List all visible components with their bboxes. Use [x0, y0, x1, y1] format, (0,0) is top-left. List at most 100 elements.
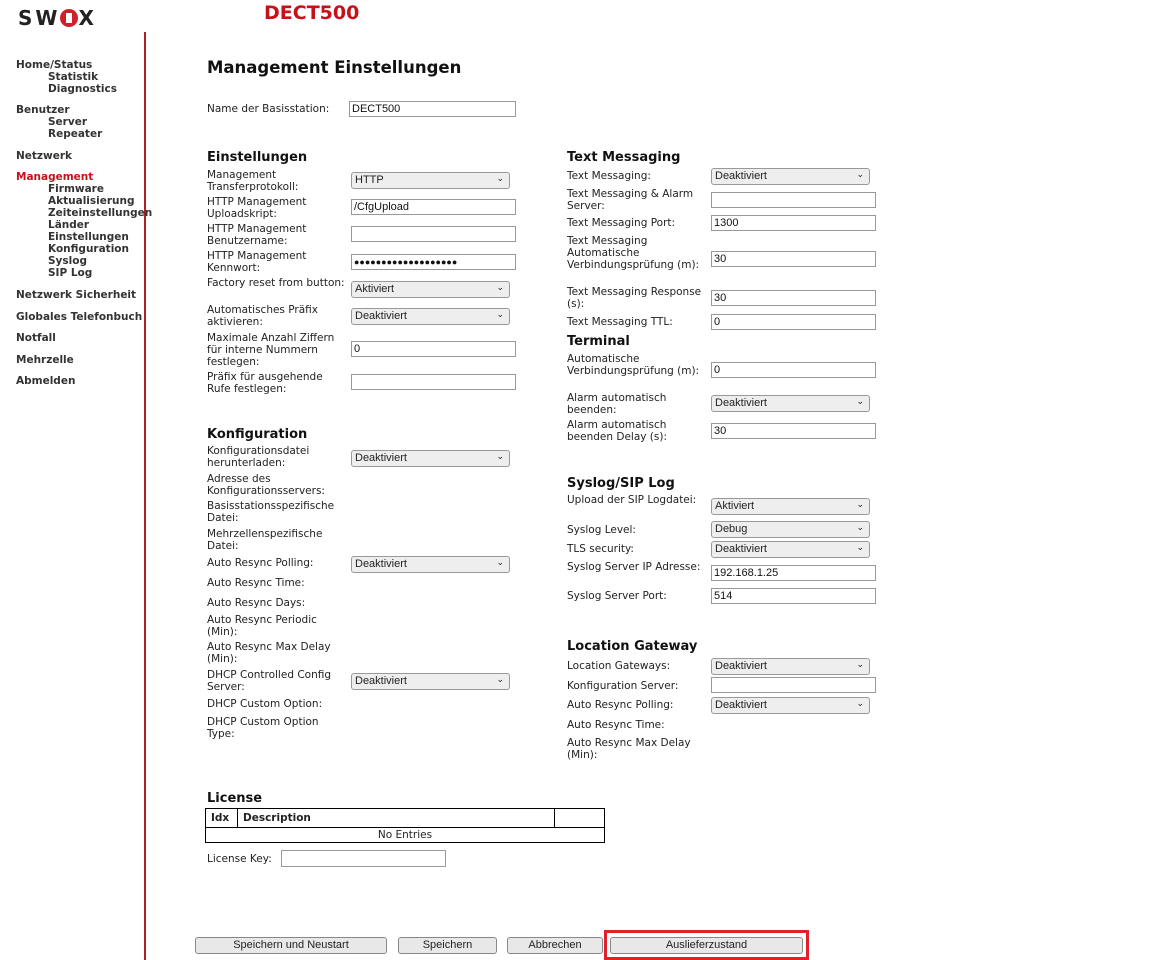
select-value: Deaktiviert — [715, 660, 767, 672]
field-input[interactable]: 0 — [711, 362, 876, 378]
field-select[interactable]: Aktiviert ⌄ — [711, 498, 870, 515]
sidebar-item-mehrzelle[interactable]: Mehrzelle — [16, 354, 74, 366]
field-input[interactable] — [711, 677, 876, 693]
field-label: Basisstationsspezifische Datei: — [207, 500, 335, 524]
field-label: Präfix für ausgehende Rufe festlegen: — [207, 371, 323, 395]
field-select[interactable]: Deaktiviert ⌄ — [711, 658, 870, 675]
field-input[interactable] — [351, 374, 516, 390]
field-label: Auto Resync Days: — [207, 597, 306, 609]
field-select[interactable]: HTTP ⌄ — [351, 172, 510, 189]
select-value: HTTP — [355, 174, 384, 186]
field-input[interactable]: 30 — [711, 290, 876, 306]
select-value: Deaktiviert — [355, 452, 407, 464]
field-select[interactable]: Aktiviert ⌄ — [351, 281, 510, 298]
field-label: Syslog Server Port: — [567, 590, 667, 602]
field-input[interactable]: 0 — [351, 341, 516, 357]
field-select[interactable]: Deaktiviert ⌄ — [351, 556, 510, 573]
field-input[interactable] — [351, 226, 516, 242]
field-input[interactable]: 0 — [711, 314, 876, 330]
sidebar-item-globales-telefonbuch[interactable]: Globales Telefonbuch — [16, 311, 143, 323]
chevron-down-icon: ⌄ — [496, 173, 504, 183]
chevron-down-icon: ⌄ — [856, 659, 864, 669]
sidebar-item-management[interactable]: Management — [16, 171, 94, 183]
sidebar-item-notfall[interactable]: Notfall — [16, 332, 56, 344]
sidebar-item-zeiteinstellungen[interactable]: Zeiteinstellungen — [48, 207, 153, 219]
sidebar-item-repeater[interactable]: Repeater — [48, 128, 103, 140]
field-input[interactable]: 30 — [711, 423, 876, 439]
base-name-input[interactable]: DECT500 — [349, 101, 516, 117]
field-select[interactable]: Deaktiviert ⌄ — [711, 395, 870, 412]
chevron-down-icon: ⌄ — [856, 698, 864, 708]
sidebar-item-länder[interactable]: Länder — [48, 219, 90, 231]
field-label: Factory reset from button: — [207, 277, 345, 289]
field-select[interactable]: Deaktiviert ⌄ — [351, 450, 510, 467]
field-input[interactable]: 514 — [711, 588, 876, 604]
field-label: DHCP Custom Option Type: — [207, 716, 319, 740]
field-label: Konfiguration Server: — [567, 680, 679, 692]
field-input[interactable] — [711, 192, 876, 208]
input-value: 192.168.1.25 — [714, 567, 779, 579]
sidebar-item-konfiguration[interactable]: Konfiguration — [48, 243, 129, 255]
field-input[interactable]: /CfgUpload — [351, 199, 516, 215]
cancel-button[interactable]: Abbrechen — [507, 937, 603, 954]
field-label: Konfigurationsdatei herunterladen: — [207, 445, 310, 469]
sidebar-item-firmware[interactable]: Firmware — [48, 183, 104, 195]
input-value: 0 — [714, 316, 721, 328]
field-label: Syslog Level: — [567, 524, 636, 536]
no-entries: No Entries — [205, 827, 605, 843]
sidebar-item-home-status[interactable]: Home/Status — [16, 59, 93, 71]
field-select[interactable]: Debug ⌄ — [711, 521, 870, 538]
select-value: Debug — [715, 523, 748, 535]
sidebar-item-netzwerk[interactable]: Netzwerk — [16, 150, 73, 162]
sidebar-item-einstellungen[interactable]: Einstellungen — [48, 231, 129, 243]
sidebar-item-diagnostics[interactable]: Diagnostics — [48, 83, 117, 95]
select-value: Deaktiviert — [355, 310, 407, 322]
sidebar-item-sip-log[interactable]: SIP Log — [48, 267, 93, 279]
field-select[interactable]: Deaktiviert ⌄ — [711, 168, 870, 185]
field-input[interactable]: 192.168.1.25 — [711, 565, 876, 581]
select-value: Deaktiviert — [715, 170, 767, 182]
field-select[interactable]: Deaktiviert ⌄ — [711, 697, 870, 714]
input-value: ●●●●●●●●●●●●●●●●●●● — [354, 257, 458, 267]
field-label: Auto Resync Polling: — [567, 699, 674, 711]
field-select[interactable]: Deaktiviert ⌄ — [711, 541, 870, 558]
field-label: Alarm automatisch beenden: — [567, 392, 667, 416]
sidebar-item-abmelden[interactable]: Abmelden — [16, 375, 76, 387]
chevron-down-icon: ⌄ — [496, 282, 504, 292]
highlight-box — [604, 930, 809, 960]
field-label: Automatische Verbindungsprüfung (m): — [567, 353, 700, 377]
field-label: Text Messaging: — [567, 170, 651, 182]
sidebar-item-benutzer[interactable]: Benutzer — [16, 104, 70, 116]
save-button[interactable]: Speichern — [398, 937, 497, 954]
sidebar-item-netzwerk-sicherheit[interactable]: Netzwerk Sicherheit — [16, 289, 137, 301]
field-input[interactable]: 1300 — [711, 215, 876, 231]
sidebar-item-aktualisierung[interactable]: Aktualisierung — [48, 195, 135, 207]
base-name-value: DECT500 — [352, 103, 401, 115]
sidebar-item-statistik[interactable]: Statistik — [48, 71, 99, 83]
swyx-logo: SW X — [18, 6, 97, 30]
field-label: Auto Resync Max Delay (Min): — [207, 641, 331, 665]
chevron-down-icon: ⌄ — [496, 674, 504, 684]
field-label: Text Messaging & Alarm Server: — [567, 188, 694, 212]
field-input[interactable]: 30 — [711, 251, 876, 267]
save-restart-button[interactable]: Speichern und Neustart — [195, 937, 387, 954]
select-value: Aktiviert — [715, 500, 755, 512]
sidebar-item-syslog[interactable]: Syslog — [48, 255, 87, 267]
input-value: 0 — [354, 343, 361, 355]
field-select[interactable]: Deaktiviert ⌄ — [351, 308, 510, 325]
select-value: Aktiviert — [355, 283, 395, 295]
input-value: 30 — [714, 292, 727, 304]
sidebar-item-server[interactable]: Server — [48, 116, 88, 128]
input-value: 30 — [714, 253, 727, 265]
chevron-down-icon: ⌄ — [496, 557, 504, 567]
license-key-input[interactable] — [281, 850, 446, 867]
input-value: 30 — [714, 425, 727, 437]
base-name-label: Name der Basisstation: — [207, 103, 330, 115]
factory-reset-button[interactable]: Auslieferzustand — [610, 937, 803, 954]
field-label: Location Gateways: — [567, 660, 671, 672]
password-input[interactable]: ●●●●●●●●●●●●●●●●●●● — [351, 254, 516, 270]
field-label: Alarm automatisch beenden Delay (s): — [567, 419, 668, 443]
field-select[interactable]: Deaktiviert ⌄ — [351, 673, 510, 690]
field-label: Syslog Server IP Adresse: — [567, 561, 701, 573]
heading-konfiguration: Konfiguration — [207, 427, 308, 442]
